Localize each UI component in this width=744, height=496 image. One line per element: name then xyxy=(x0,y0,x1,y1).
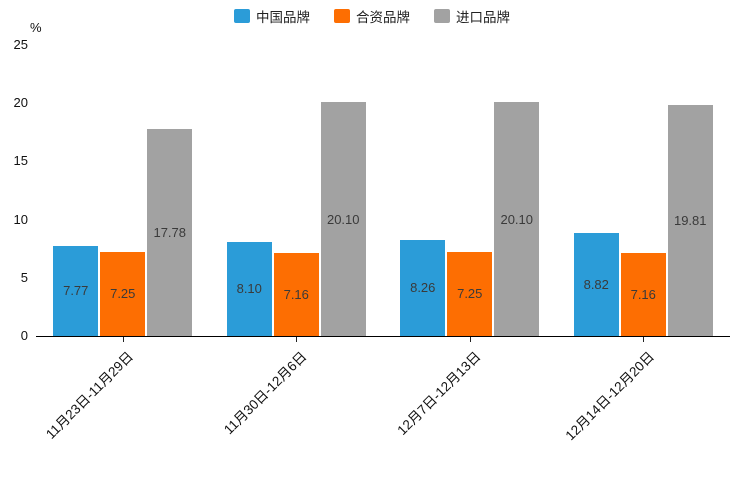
bar-合资品牌-1: 7.16 xyxy=(273,252,319,336)
y-tick-label-5: 5 xyxy=(20,269,28,285)
bar-中国品牌-3: 8.82 xyxy=(573,233,619,336)
x-tick-mark-1 xyxy=(296,337,298,342)
x-tick-mark-0 xyxy=(122,337,124,342)
y-tick-label-15: 15 xyxy=(13,153,28,169)
legend: 中国品牌 合资品牌 进口品牌 xyxy=(0,6,744,26)
legend-swatch-2 xyxy=(434,9,450,23)
x-axis-label-1: 11月30日-12月6日 xyxy=(221,348,310,438)
legend-swatch-1 xyxy=(334,9,350,23)
y-tick-label-10: 10 xyxy=(13,211,28,227)
bar-value-label: 7.25 xyxy=(110,286,136,302)
bar-value-label: 8.82 xyxy=(583,277,609,293)
y-axis-unit-label: % xyxy=(30,20,42,35)
plot-area: 7.77 7.25 17.78 11月23日-11月29日 8.10 7.16 20.10 1… xyxy=(36,45,730,443)
x-axis-label-0: 11月23日-11月29日 xyxy=(43,348,137,442)
legend-label-2: 进口品牌 xyxy=(456,10,510,25)
bar-value-label: 7.25 xyxy=(457,286,483,302)
bar-value-label: 20.10 xyxy=(326,211,360,227)
x-tick-mark-3 xyxy=(643,337,645,342)
legend-item-2[interactable]: 进口品牌 xyxy=(434,6,510,26)
bar-合资品牌-0: 7.25 xyxy=(100,251,146,336)
x-axis-label-3: 12月14日-12月20日 xyxy=(562,348,657,444)
legend-label-0: 中国品牌 xyxy=(256,10,310,25)
bar-value-label: 7.16 xyxy=(630,286,656,302)
bar-中国品牌-2: 8.26 xyxy=(400,239,446,336)
bar-value-label: 17.78 xyxy=(153,225,187,241)
legend-item-1[interactable]: 合资品牌 xyxy=(334,6,410,26)
bar-value-label: 19.81 xyxy=(673,213,707,229)
y-tick-label-0: 0 xyxy=(20,328,28,343)
bar-value-label: 8.10 xyxy=(236,281,262,297)
bar-value-label: 7.77 xyxy=(63,283,89,299)
x-tick-mark-2 xyxy=(469,337,471,342)
bar-合资品牌-2: 7.25 xyxy=(447,251,493,336)
legend-swatch-0 xyxy=(234,9,250,23)
bar-进口品牌-2: 20.10 xyxy=(494,102,540,336)
bar-进口品牌-0: 17.78 xyxy=(147,129,193,336)
bar-value-label: 20.10 xyxy=(500,211,534,227)
bar-value-label: 8.26 xyxy=(410,280,436,296)
bar-进口品牌-3: 19.81 xyxy=(667,105,713,336)
bar-合资品牌-3: 7.16 xyxy=(620,252,666,336)
x-axis-label-2: 12月7日-12月13日 xyxy=(394,348,484,438)
y-tick-label-25: 25 xyxy=(13,37,28,52)
bar-value-label: 7.16 xyxy=(283,286,309,302)
bar-中国品牌-0: 7.77 xyxy=(53,245,99,336)
legend-label-1: 合资品牌 xyxy=(356,10,410,25)
bar-中国品牌-1: 8.10 xyxy=(226,241,272,336)
y-tick-label-20: 20 xyxy=(13,95,28,111)
legend-item-0[interactable]: 中国品牌 xyxy=(234,6,310,26)
bar-进口品牌-1: 20.10 xyxy=(320,102,366,336)
